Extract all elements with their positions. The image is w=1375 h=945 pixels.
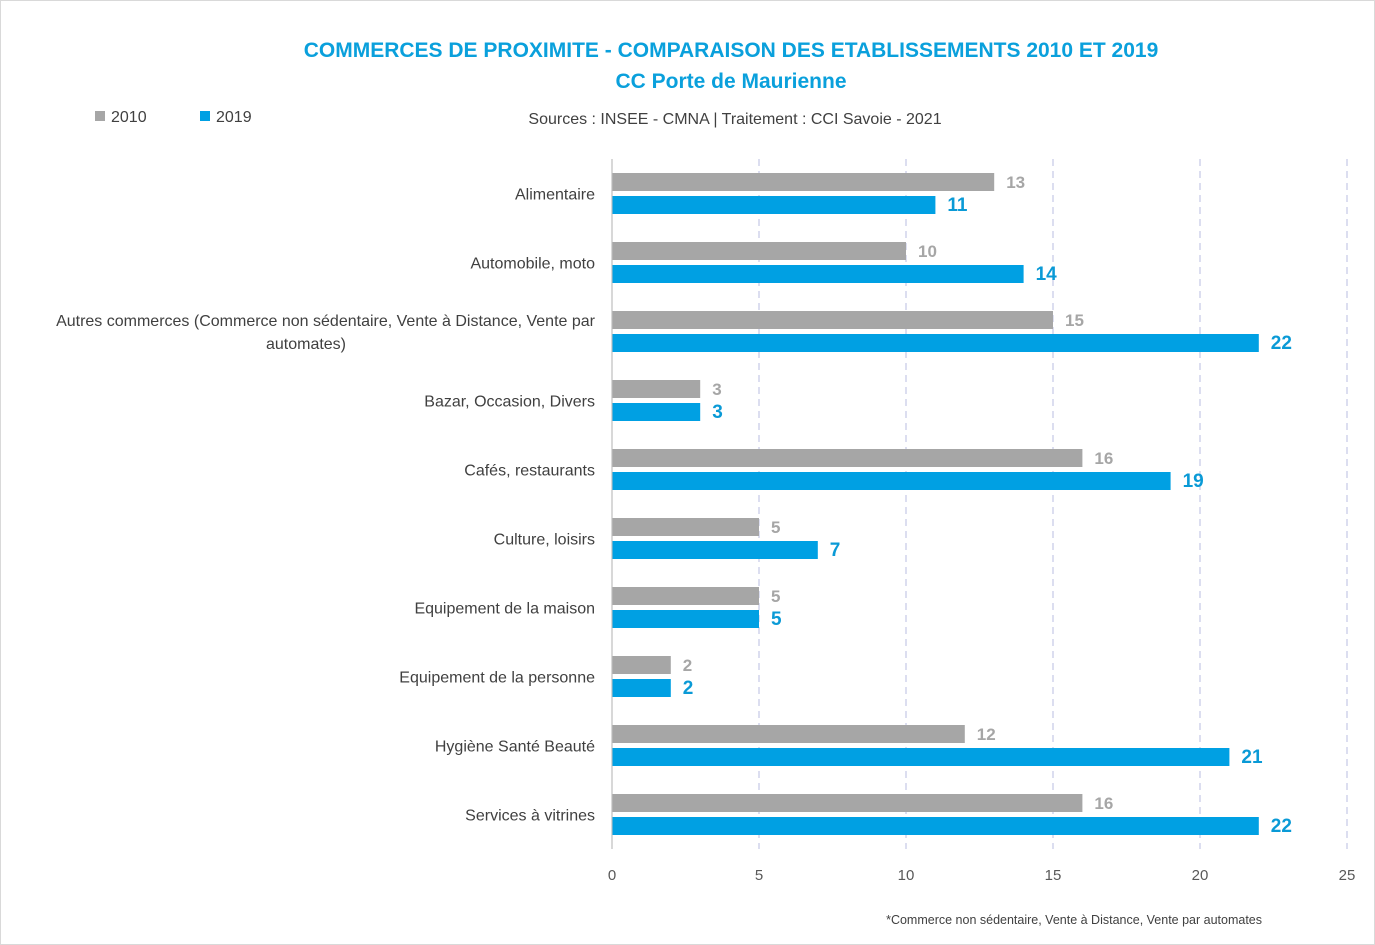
data-label-2010: 12 [977, 725, 996, 744]
bar-2010 [612, 449, 1083, 467]
data-label-2010: 10 [918, 242, 937, 261]
bar-2010 [612, 587, 759, 605]
bar-2010 [612, 311, 1053, 329]
bar-2019 [612, 817, 1259, 835]
data-label-2010: 15 [1065, 311, 1084, 330]
bar-2019 [612, 610, 759, 628]
category-label: Autres commerces (Commerce non sédentair… [56, 313, 596, 330]
bar-2010 [612, 518, 759, 536]
data-label-2010: 16 [1094, 449, 1113, 468]
x-tick-label: 15 [1045, 867, 1062, 884]
category-label: Culture, loisirs [494, 532, 595, 549]
data-label-2019: 22 [1271, 816, 1292, 837]
category-label: Equipement de la personne [399, 670, 595, 687]
category-label: Cafés, restaurants [464, 463, 595, 480]
legend-item-2010: 2010 [95, 109, 147, 127]
bar-2010 [612, 725, 965, 743]
x-tick-label: 0 [608, 867, 616, 884]
data-label-2019: 11 [947, 195, 968, 216]
legend-label-2010: 2010 [111, 109, 147, 126]
bar-2019 [612, 748, 1230, 766]
bar-2019 [612, 265, 1024, 283]
data-label-2010: 5 [771, 518, 780, 537]
data-label-2019: 22 [1271, 333, 1292, 354]
data-label-2010: 13 [1006, 173, 1025, 192]
category-label: Alimentaire [515, 187, 595, 204]
data-label-2019: 5 [771, 609, 782, 630]
bar-2019 [612, 679, 671, 697]
category-label: Bazar, Occasion, Divers [424, 394, 595, 411]
data-label-2019: 3 [712, 402, 723, 423]
data-label-2019: 7 [830, 540, 841, 561]
x-tick-label: 25 [1339, 867, 1356, 884]
legend-swatch-2019 [200, 111, 210, 121]
source-note: Sources : INSEE - CMNA | Traitement : CC… [528, 111, 942, 128]
category-label: Automobile, moto [470, 256, 595, 273]
bar-2019 [612, 334, 1259, 352]
bar-2019 [612, 541, 818, 559]
chart-title: COMMERCES DE PROXIMITE - COMPARAISON DES… [303, 39, 1159, 62]
x-tick-label: 10 [898, 867, 915, 884]
data-label-2010: 3 [712, 380, 721, 399]
legend-label-2019: 2019 [216, 109, 252, 126]
data-label-2019: 2 [683, 678, 694, 699]
bar-2010 [612, 794, 1083, 812]
bar-2019 [612, 472, 1171, 490]
data-label-2010: 16 [1094, 794, 1113, 813]
bar-2019 [612, 196, 936, 214]
data-label-2010: 5 [771, 587, 780, 606]
data-label-2019: 21 [1241, 747, 1263, 768]
legend-item-2019: 2019 [200, 109, 252, 127]
category-label: Hygiène Santé Beauté [435, 739, 595, 756]
bar-2010 [612, 656, 671, 674]
data-label-2019: 19 [1183, 471, 1204, 492]
legend-swatch-2010 [95, 111, 105, 121]
data-label-2019: 14 [1036, 264, 1058, 285]
x-tick-label: 20 [1192, 867, 1209, 884]
footnote: *Commerce non sédentaire, Vente à Distan… [886, 913, 1262, 927]
chart-subtitle: CC Porte de Maurienne [615, 70, 847, 93]
category-label: Equipement de la maison [414, 601, 595, 618]
bar-2010 [612, 380, 701, 398]
bar-2010 [612, 173, 995, 191]
data-label-2010: 2 [683, 656, 692, 675]
bar-2019 [612, 403, 701, 421]
bar-2010 [612, 242, 906, 260]
x-tick-label: 5 [755, 867, 763, 884]
category-label: automates) [266, 336, 346, 353]
category-label: Services à vitrines [465, 808, 595, 825]
